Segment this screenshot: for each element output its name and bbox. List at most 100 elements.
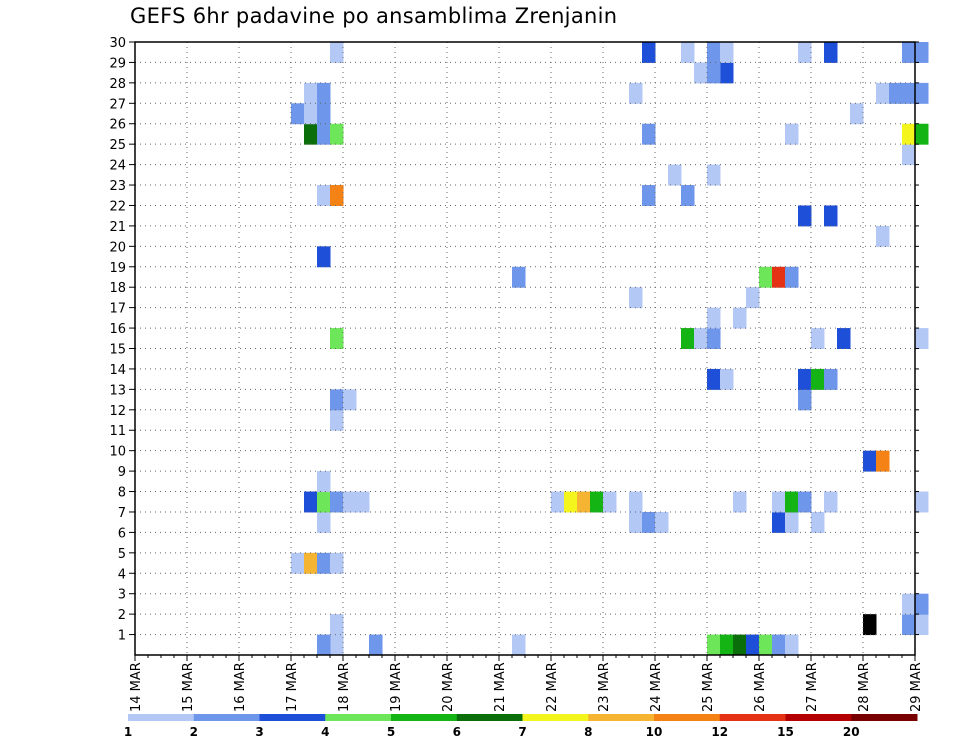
data-cell-63 <box>915 328 929 349</box>
data-cell-29 <box>317 491 331 513</box>
data-cell-11 <box>330 614 344 636</box>
data-cell-77 <box>330 185 344 206</box>
y-tick-label-17: 17 <box>109 302 126 317</box>
data-cell-107 <box>707 42 721 63</box>
data-cell-74 <box>798 205 812 227</box>
data-cell-112 <box>915 42 929 63</box>
data-cell-65 <box>733 307 747 329</box>
legend-label-15: 15 <box>777 725 794 739</box>
data-cell-34 <box>564 491 578 513</box>
y-tick-label-28: 28 <box>109 77 126 92</box>
y-tick-label-6: 6 <box>118 526 126 541</box>
data-cell-97 <box>876 82 890 104</box>
data-cell-110 <box>824 42 838 63</box>
legend-swatch-8 <box>588 714 655 721</box>
x-tick-label-11: 25 MAR <box>701 662 716 712</box>
x-tick-label-8: 22 MAR <box>545 662 560 712</box>
data-cell-57 <box>330 328 344 349</box>
data-cell-88 <box>902 123 916 145</box>
data-cell-21 <box>629 511 643 533</box>
data-cell-47 <box>876 450 890 472</box>
data-cell-13 <box>902 614 916 636</box>
data-cell-52 <box>707 368 721 390</box>
legend-label-4: 4 <box>321 725 329 739</box>
data-cell-23 <box>655 511 669 533</box>
y-tick-label-23: 23 <box>109 179 126 194</box>
y-tick-label-3: 3 <box>118 588 126 603</box>
x-tick-label-0: 14 MAR <box>129 662 144 712</box>
data-cell-46 <box>863 450 877 472</box>
y-tick-label-11: 11 <box>109 424 126 439</box>
data-cell-111 <box>902 42 916 63</box>
legend-label-12: 12 <box>711 725 728 739</box>
data-cell-33 <box>551 491 565 513</box>
data-cell-50 <box>343 389 357 411</box>
data-cell-31 <box>343 491 357 513</box>
legend-label-7: 7 <box>518 725 526 739</box>
data-cell-72 <box>317 246 331 268</box>
legend-label-10: 10 <box>646 725 663 739</box>
data-cell-51 <box>798 389 812 411</box>
data-cell-28 <box>304 491 318 513</box>
y-tick-label-1: 1 <box>118 629 126 644</box>
data-cell-104 <box>330 42 344 63</box>
data-cell-44 <box>915 491 929 513</box>
x-tick-label-12: 26 MAR <box>753 662 768 712</box>
data-cell-10 <box>785 634 799 656</box>
y-tick-label-19: 19 <box>109 261 126 276</box>
legend-label-1: 1 <box>124 725 132 739</box>
data-cell-16 <box>915 593 929 615</box>
data-cell-67 <box>746 287 760 309</box>
data-cell-93 <box>850 103 864 125</box>
data-cell-56 <box>824 368 838 390</box>
legend-swatch-9 <box>654 714 721 721</box>
x-tick-label-3: 17 MAR <box>285 662 300 712</box>
y-tick-label-14: 14 <box>109 363 126 378</box>
data-cell-2 <box>369 634 383 656</box>
data-cell-9 <box>772 634 786 656</box>
y-tick-label-2: 2 <box>118 608 126 623</box>
data-cell-81 <box>707 164 721 186</box>
y-tick-label-20: 20 <box>109 240 126 255</box>
data-cell-14 <box>915 614 929 636</box>
data-cell-54 <box>798 368 812 390</box>
legend-label-5: 5 <box>387 725 395 739</box>
data-cell-66 <box>629 287 643 309</box>
data-cell-101 <box>694 62 708 84</box>
data-cell-17 <box>291 552 305 574</box>
data-cell-48 <box>330 409 344 431</box>
data-cell-18 <box>304 552 318 574</box>
y-tick-label-30: 30 <box>109 36 126 51</box>
legend-swatch-4 <box>325 714 392 721</box>
y-tick-label-8: 8 <box>118 486 126 501</box>
data-cell-60 <box>707 328 721 349</box>
data-cell-7 <box>746 634 760 656</box>
data-cell-59 <box>694 328 708 349</box>
x-tick-label-7: 21 MAR <box>493 662 508 712</box>
data-cell-64 <box>707 307 721 329</box>
data-cell-53 <box>720 368 734 390</box>
data-cell-105 <box>642 42 656 63</box>
data-cell-22 <box>642 511 656 533</box>
data-cell-8 <box>759 634 773 656</box>
data-cell-71 <box>512 266 526 288</box>
x-tick-label-13: 27 MAR <box>805 662 820 712</box>
data-cell-43 <box>824 491 838 513</box>
data-cell-20 <box>330 552 344 574</box>
data-cell-58 <box>681 328 695 349</box>
x-tick-label-9: 23 MAR <box>597 662 612 712</box>
data-cell-96 <box>629 82 643 104</box>
data-cell-100 <box>915 82 929 104</box>
x-tick-label-4: 18 MAR <box>337 662 352 712</box>
x-tick-label-6: 20 MAR <box>441 662 456 712</box>
data-cell-6 <box>733 634 747 656</box>
data-cell-80 <box>668 164 682 186</box>
x-tick-label-2: 16 MAR <box>233 662 248 712</box>
data-cell-102 <box>720 62 734 84</box>
data-cell-42 <box>798 491 812 513</box>
y-tick-label-29: 29 <box>109 56 126 71</box>
x-tick-label-5: 19 MAR <box>389 662 404 712</box>
x-tick-label-10: 24 MAR <box>649 662 664 712</box>
data-cell-4 <box>707 634 721 656</box>
data-cell-61 <box>811 328 825 349</box>
